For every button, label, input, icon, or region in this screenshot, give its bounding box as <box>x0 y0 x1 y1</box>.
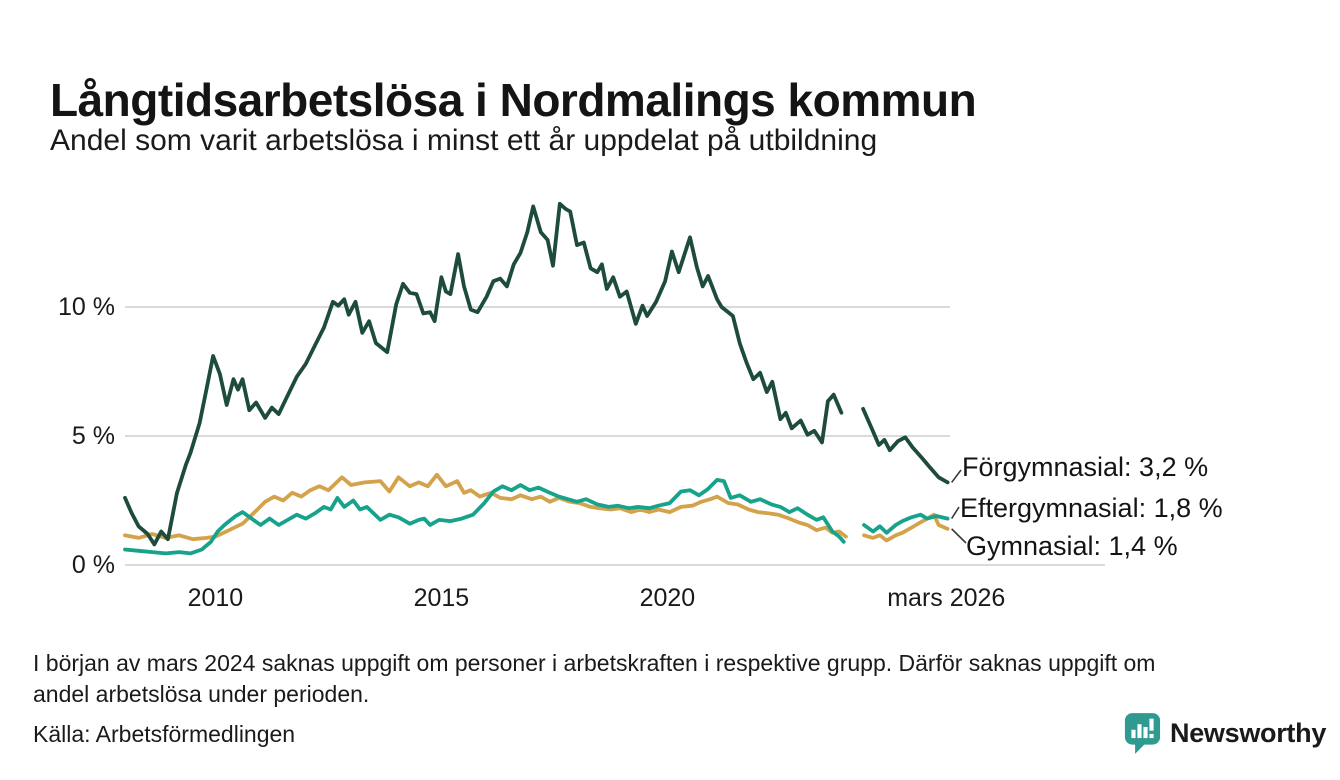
newsworthy-branding: Newsworthy <box>1124 712 1326 754</box>
label-connector-gymnasial <box>951 528 967 544</box>
y-axis-tick-label-5: 5 % <box>71 422 115 450</box>
label-connector-eftergymnasial <box>950 506 960 519</box>
footnote-text: I början av mars 2024 saknas uppgift om … <box>33 648 1155 710</box>
series-end-label-eftergymnasial: Eftergymnasial: 1,8 % <box>960 493 1223 523</box>
y-axis-tick-label-10: 10 % <box>58 293 115 321</box>
x-axis-tick-label-2010: 2010 <box>187 584 244 612</box>
chart-subtitle: Andel som varit arbetslösa i minst ett å… <box>50 124 878 157</box>
series-line-eftergymnasial-1 <box>862 512 950 535</box>
series-end-label-gymnasial: Gymnasial: 1,4 % <box>966 531 1178 561</box>
series-end-label-forgymnasial: Förgymnasial: 3,2 % <box>962 452 1209 482</box>
newsworthy-logo-text: Newsworthy <box>1170 717 1327 748</box>
newsworthy-logo-icon <box>1124 713 1161 754</box>
logo-bubble-shape <box>1124 713 1161 754</box>
label-connector-förgymnasial <box>951 469 962 483</box>
logo-bars-icon <box>1131 718 1154 739</box>
x-axis-tick-label-mars-2026: mars 2026 <box>887 584 1006 612</box>
series-line-gymnasial-0 <box>123 472 848 542</box>
series-line-förgymnasial-0 <box>123 201 844 547</box>
chart-title: Långtidsarbetslösa i Nordmalings kommun <box>50 73 977 126</box>
footnote-line-2: andel arbetslösa under perioden. <box>33 681 370 707</box>
x-axis-tick-label-2015: 2015 <box>413 584 470 612</box>
source-text: Källa: Arbetsförmedlingen <box>33 721 296 747</box>
series-line-förgymnasial-1 <box>861 406 950 485</box>
x-axis-tick-label-2020: 2020 <box>639 584 696 612</box>
y-axis-tick-label-0: 0 % <box>71 551 115 579</box>
footnote-line-1: I början av mars 2024 saknas uppgift om … <box>33 650 1156 676</box>
series-line-eftergymnasial-0 <box>123 477 846 556</box>
